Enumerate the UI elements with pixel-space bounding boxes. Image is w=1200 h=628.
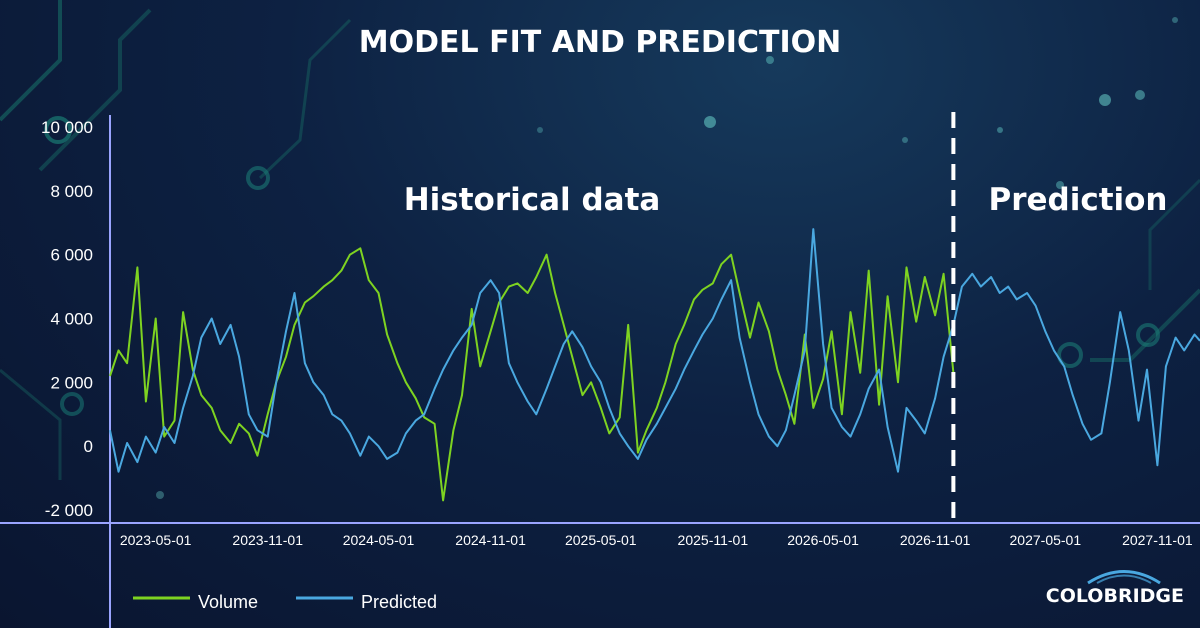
y-tick-label: 6 000	[50, 246, 93, 265]
historical-data-label: Historical data	[404, 182, 661, 218]
x-tick-label: 2027-11-01	[1122, 532, 1193, 548]
x-tick-label: 2027-05-01	[1010, 532, 1082, 548]
prediction-label: Prediction	[988, 182, 1167, 218]
logo-arc-inner-icon	[1096, 574, 1152, 584]
y-tick-label: 4 000	[50, 310, 93, 329]
y-tick-label: 10 000	[41, 118, 93, 137]
x-tick-label: 2023-11-01	[232, 532, 303, 548]
series-layer	[109, 228, 1200, 502]
x-tick-label: 2025-11-01	[678, 532, 749, 548]
legend-label-volume: Volume	[198, 592, 258, 612]
series-line-predicted	[109, 228, 1200, 473]
legend-label-predicted: Predicted	[361, 592, 437, 612]
x-tick-label: 2023-05-01	[120, 532, 192, 548]
y-tick-label: 0	[84, 437, 93, 456]
logo-text: COLOBRIDGE	[1046, 585, 1184, 607]
x-tick-label: 2024-11-01	[455, 532, 526, 548]
chart-title: MODEL FIT AND PREDICTION	[359, 25, 841, 60]
colobridge-logo: COLOBRIDGE	[1046, 570, 1184, 607]
x-tick-label: 2024-05-01	[343, 532, 415, 548]
x-tick-label: 2026-05-01	[787, 532, 859, 548]
legend: Volume Predicted	[133, 592, 437, 612]
logo-arc-icon	[1087, 570, 1161, 585]
y-tick-label: -2 000	[45, 501, 93, 520]
y-tick-label: 8 000	[50, 182, 93, 201]
y-tick-label: 2 000	[50, 373, 93, 392]
x-tick-label: 2025-05-01	[565, 532, 637, 548]
y-axis-ticks: 10 000 8 000 6 000 4 000 2 000 0 -2 000	[41, 118, 93, 520]
series-line-volume	[109, 247, 955, 502]
x-axis-ticks: 2023-05-01 2023-11-01 2024-05-01 2024-11-01…	[120, 532, 1193, 548]
x-tick-label: 2026-11-01	[900, 532, 971, 548]
